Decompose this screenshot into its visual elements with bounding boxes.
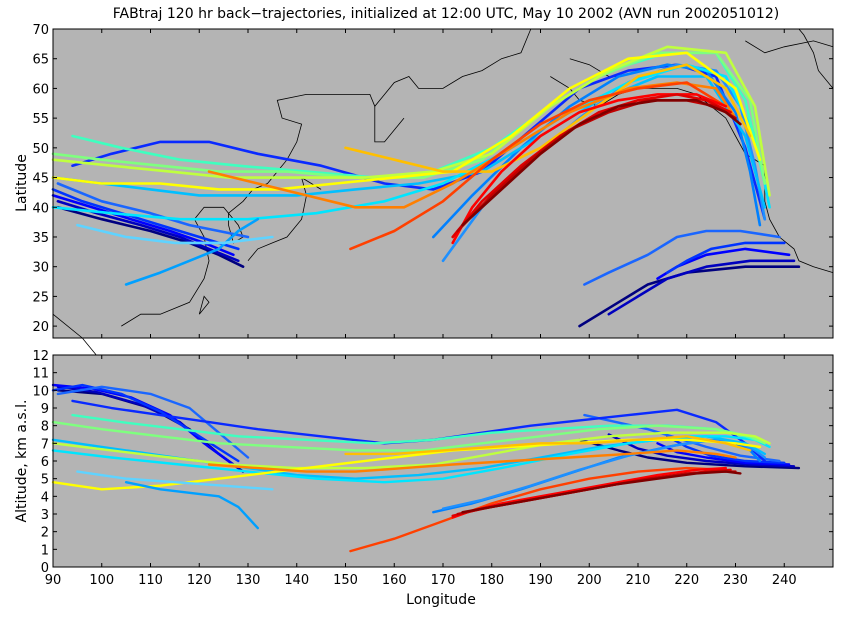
map-y-tick-label: 50 <box>32 142 49 157</box>
altitude-x-tick-label: 240 <box>772 573 797 588</box>
altitude-y-tick-label: 5 <box>41 473 49 488</box>
altitude-x-tick-label: 190 <box>528 573 553 588</box>
map-y-tick-label: 70 <box>32 23 49 38</box>
altitude-trajectory-line <box>51 420 766 452</box>
map-y-tick-label: 40 <box>32 201 49 216</box>
map-y-tick-label: 30 <box>32 261 49 276</box>
map-y-tick-label: 20 <box>32 320 49 335</box>
coastline-segment <box>247 176 322 262</box>
altitude-y-tick-label: 3 <box>41 508 49 523</box>
altitude-trajectory-line <box>344 435 752 456</box>
altitude-x-tick-label: 160 <box>382 573 407 588</box>
map-trajectory-line <box>665 241 786 274</box>
map-trajectory-line <box>431 63 762 239</box>
altitude-x-tick-label: 100 <box>89 573 114 588</box>
altitude-x-tick-label: 140 <box>284 573 309 588</box>
map-y-ticks: 20 25 30 35 40 45 50 55 60 65 70 <box>32 23 833 335</box>
map-trajectory-line <box>607 259 796 316</box>
altitude-x-tick-label: 200 <box>577 573 602 588</box>
map-trajectory-line <box>76 223 274 245</box>
map-trajectory-line <box>51 45 771 197</box>
map-trajectory-line <box>51 51 767 185</box>
altitude-y-tick-label: 6 <box>41 455 49 470</box>
altitude-trajectory-line <box>607 433 796 468</box>
altitude-y-tick-label: 2 <box>41 526 49 541</box>
map-y-tick-label: 60 <box>32 82 49 97</box>
altitude-trajectory-line <box>56 385 250 459</box>
map-panel: 20 25 30 35 40 45 50 55 60 65 70 Latitude <box>14 23 834 363</box>
altitude-trajectory-line <box>124 481 259 530</box>
altitude-x-tick-label: 210 <box>626 573 651 588</box>
altitude-x-tick-label: 110 <box>138 573 163 588</box>
coastline-segment <box>550 76 834 273</box>
altitude-y-tick-label: 9 <box>41 402 49 417</box>
map-y-tick-label: 55 <box>32 112 49 127</box>
map-y-tick-label: 45 <box>32 172 49 187</box>
coastline-segment <box>745 40 834 54</box>
map-trajectories <box>51 45 801 328</box>
altitude-y-tick-label: 10 <box>32 384 49 399</box>
map-trajectory-line <box>451 93 732 239</box>
chart-title: FABtraj 120 hr back−trajectories, initia… <box>113 6 779 22</box>
map-trajectory-line <box>56 206 245 269</box>
altitude-trajectory-line <box>76 470 274 491</box>
altitude-x-tick-label: 120 <box>187 573 212 588</box>
map-trajectory-line <box>51 51 762 191</box>
altitude-x-tick-label: 180 <box>479 573 504 588</box>
coastline-segment <box>798 28 834 89</box>
altitude-trajectories <box>51 383 801 553</box>
map-trajectory-line <box>583 229 781 286</box>
altitude-trajectory-line <box>51 383 240 463</box>
altitude-y-tick-label: 11 <box>32 367 49 382</box>
altitude-x-tick-label: 230 <box>723 573 748 588</box>
map-trajectory-line <box>51 188 240 251</box>
map-trajectory-line <box>124 217 260 286</box>
altitude-y-label: Altitude, km a.s.l. <box>14 400 30 523</box>
altitude-y-tick-label: 8 <box>41 420 49 435</box>
map-y-tick-label: 25 <box>32 290 49 305</box>
map-trajectory-line <box>349 81 728 251</box>
map-trajectory-line <box>51 63 771 221</box>
altitude-x-label: Longitude <box>406 592 476 608</box>
altitude-trajectory-line <box>656 442 791 466</box>
map-trajectory-line <box>461 99 742 227</box>
map-y-tick-label: 65 <box>32 53 49 68</box>
map-trajectory-line <box>51 194 235 257</box>
altitude-y-tick-label: 1 <box>41 543 49 558</box>
altitude-trajectory-line <box>207 449 737 473</box>
altitude-y-tick-label: 12 <box>32 349 49 364</box>
altitude-y-tick-label: 0 <box>41 561 49 576</box>
altitude-x-ticks: 90 100 110 120 130 140 150 160 170 180 190 200 210 22… <box>45 29 797 588</box>
altitude-x-tick-label: 130 <box>236 573 261 588</box>
map-y-tick-label: 35 <box>32 231 49 246</box>
map-trajectory-line <box>51 75 767 209</box>
coastline-segment <box>374 106 405 143</box>
map-y-label: Latitude <box>14 154 30 212</box>
altitude-y-tick-label: 4 <box>41 490 49 505</box>
altitude-trajectory-line <box>51 435 771 484</box>
altitude-y-tick-label: 7 <box>41 437 49 452</box>
coastline-segment <box>198 295 210 315</box>
altitude-trajectory-line <box>578 438 801 470</box>
altitude-trajectory-line <box>349 466 727 553</box>
altitude-trajectory-line <box>51 431 771 470</box>
altitude-x-tick-label: 220 <box>674 573 699 588</box>
altitude-x-tick-label: 90 <box>45 573 62 588</box>
map-trajectory-line <box>344 63 752 173</box>
altitude-x-tick-label: 150 <box>333 573 358 588</box>
altitude-x-tick-label: 170 <box>431 573 456 588</box>
altitude-trajectory-line <box>461 470 742 514</box>
altitude-trajectory-line <box>51 438 762 491</box>
altitude-trajectory-line <box>441 438 766 510</box>
